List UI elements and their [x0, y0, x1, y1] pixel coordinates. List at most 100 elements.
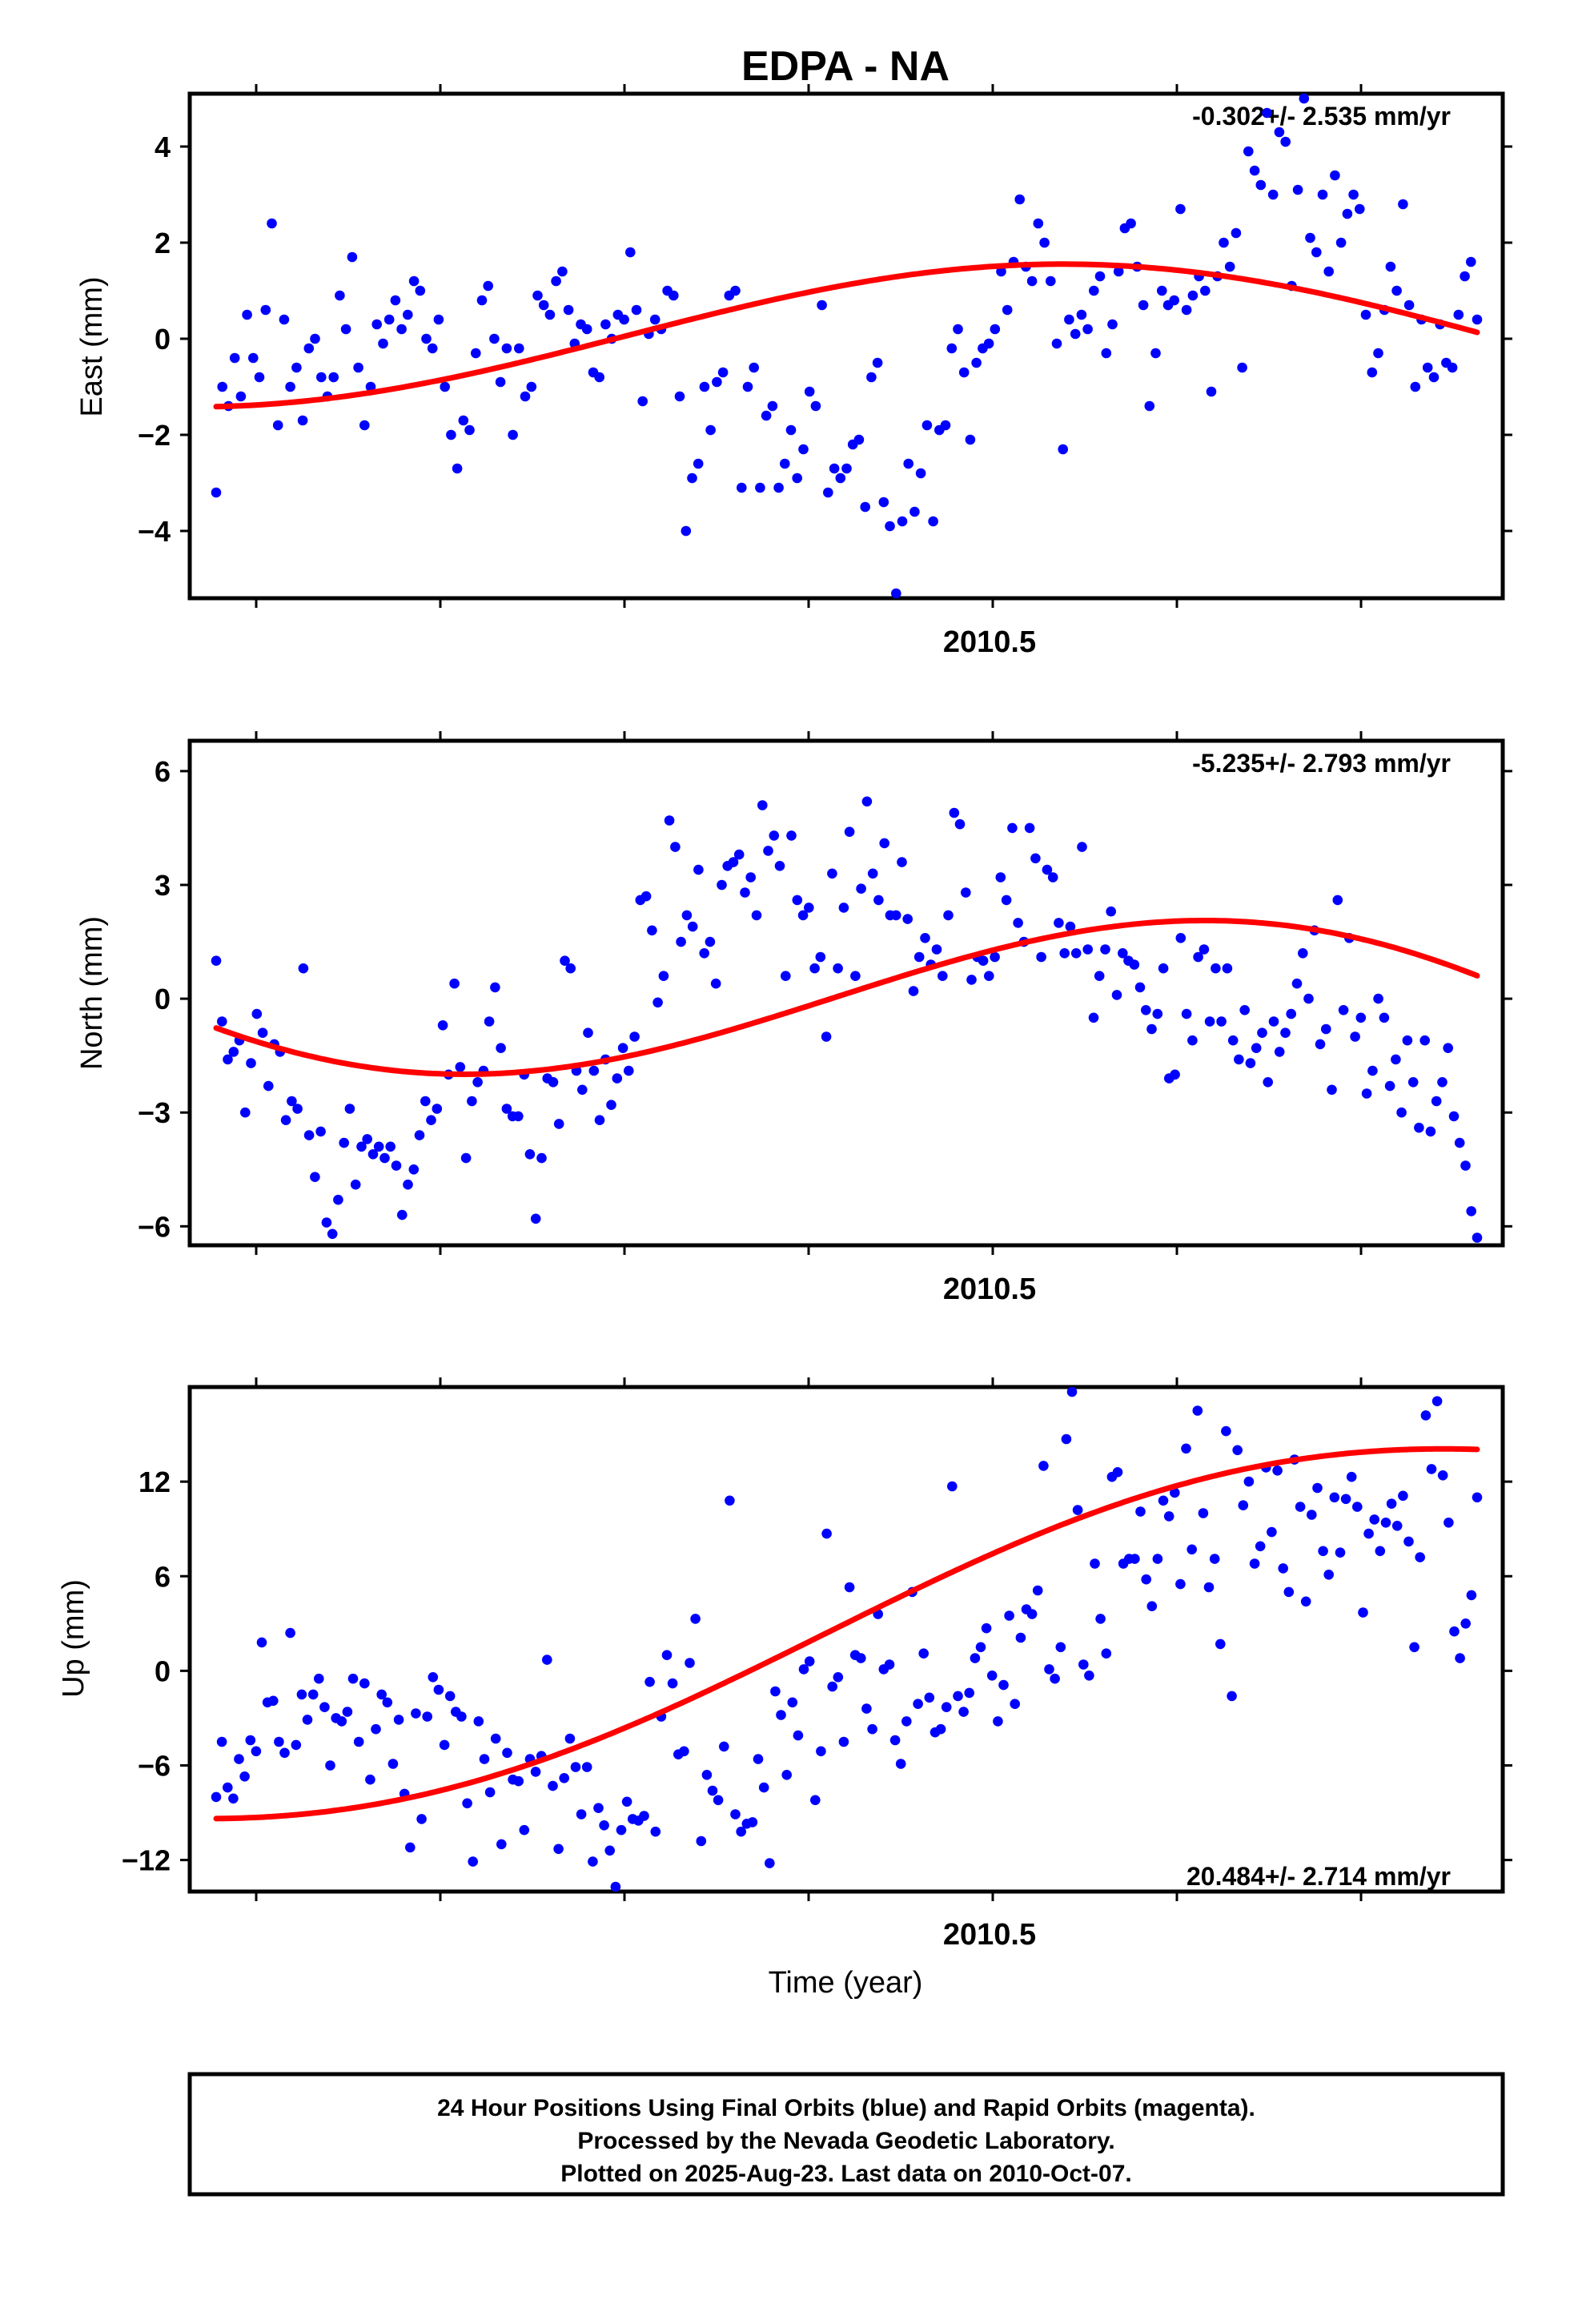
- east-data-point: [1255, 179, 1267, 191]
- east-data-point: [544, 309, 556, 320]
- north-data-point: [1187, 1035, 1198, 1046]
- east-data-point: [471, 348, 481, 359]
- north-data-point: [1088, 1012, 1099, 1023]
- north-data-point: [1419, 1035, 1430, 1046]
- north-data-point: [408, 1164, 420, 1175]
- up-data-point: [479, 1754, 490, 1764]
- east-data-point: [712, 376, 722, 388]
- up-data-point: [1175, 1578, 1186, 1590]
- east-data-point: [674, 391, 685, 402]
- north-data-point: [1268, 1016, 1279, 1027]
- up-data-point: [810, 1795, 821, 1806]
- east-data-point: [1051, 338, 1062, 349]
- east-data-point: [235, 391, 247, 402]
- up-data-point: [1249, 1558, 1260, 1569]
- north-data-point: [1065, 921, 1076, 932]
- east-data-point: [649, 314, 661, 325]
- east-data-point: [1249, 165, 1260, 176]
- up-data-point: [1181, 1443, 1191, 1454]
- up-data-point: [895, 1759, 906, 1769]
- up-data-point: [1238, 1500, 1249, 1510]
- north-data-point: [809, 963, 820, 974]
- north-data-point: [420, 1096, 431, 1107]
- up-data-point: [256, 1637, 267, 1648]
- north-data-point: [647, 925, 657, 936]
- east-data-point: [581, 324, 592, 335]
- east-data-point: [681, 525, 692, 537]
- up-data-point: [1055, 1642, 1066, 1653]
- north-data-point: [1118, 948, 1128, 959]
- up-data-point: [838, 1736, 849, 1747]
- east-data-point: [866, 372, 877, 383]
- east-fit-line: [213, 261, 1480, 410]
- up-data-point: [604, 1845, 615, 1856]
- east-data-point: [909, 506, 920, 517]
- east-data-point: [371, 319, 383, 330]
- up-data-point: [1375, 1546, 1386, 1557]
- up-data-point: [770, 1686, 781, 1697]
- north-data-point: [728, 857, 739, 867]
- north-data-point: [1222, 963, 1233, 974]
- north-data-point: [211, 955, 222, 966]
- up-data-point: [935, 1723, 946, 1735]
- north-data-point: [530, 1213, 541, 1224]
- up-data-point: [867, 1723, 877, 1735]
- east-data-point: [1219, 237, 1229, 248]
- east-data-point: [1367, 367, 1378, 378]
- up-data-point: [947, 1481, 958, 1492]
- north-data-point: [1291, 978, 1303, 989]
- up-data-point: [713, 1795, 724, 1806]
- up-data-point: [816, 1746, 826, 1757]
- east-data-point: [297, 415, 308, 426]
- north-data-point: [1321, 1023, 1331, 1035]
- up-data-point: [456, 1711, 467, 1722]
- north-data-point: [460, 1152, 472, 1164]
- north-y-tick-label: −6: [138, 1210, 171, 1243]
- up-data-point: [325, 1760, 335, 1771]
- up-data-point: [1312, 1482, 1323, 1494]
- time-x-axis-label: Time (year): [769, 1966, 923, 2000]
- up-data-point: [1329, 1492, 1340, 1503]
- up-data-point: [1152, 1554, 1163, 1564]
- up-data-point: [387, 1759, 399, 1769]
- up-data-point: [679, 1746, 689, 1757]
- up-data-point: [844, 1582, 855, 1593]
- north-data-point: [321, 1217, 332, 1228]
- up-data-point: [347, 1673, 359, 1684]
- east-data-point: [551, 275, 561, 287]
- north-plot: 6 3 0 −3 −6: [138, 731, 1512, 1255]
- north-data-point: [978, 955, 989, 966]
- east-data-point: [594, 372, 604, 383]
- east-data-point: [1292, 184, 1303, 195]
- north-data-point: [1280, 1027, 1291, 1038]
- east-data-point: [1323, 266, 1334, 277]
- east-data-point: [1070, 328, 1081, 340]
- up-data-point: [1010, 1699, 1020, 1709]
- up-data-point: [342, 1707, 353, 1717]
- up-data-point: [644, 1676, 655, 1687]
- up-data-point: [1130, 1554, 1140, 1564]
- up-data-point: [758, 1782, 769, 1793]
- north-data-point: [670, 842, 681, 852]
- north-data-point: [1111, 990, 1122, 1000]
- north-y-tick-label: 6: [155, 755, 171, 788]
- east-data-point: [737, 482, 747, 493]
- east-data-point: [1460, 271, 1470, 282]
- north-data-point: [588, 1065, 600, 1076]
- up-y-tick-label: −12: [122, 1844, 171, 1877]
- up-data-point: [371, 1723, 381, 1735]
- north-data-point: [426, 1115, 436, 1125]
- up-data-point: [753, 1754, 764, 1764]
- east-data-point: [1385, 261, 1396, 272]
- east-data-point: [359, 420, 370, 431]
- north-data-point: [490, 982, 500, 993]
- east-y-tick-label: −2: [138, 419, 171, 452]
- east-data-point: [749, 362, 759, 373]
- east-data-point: [427, 343, 438, 354]
- east-data-point: [835, 472, 846, 484]
- east-data-point: [1144, 400, 1155, 412]
- east-data-point: [1330, 170, 1340, 181]
- north-data-point: [1437, 1077, 1447, 1088]
- up-data-point: [981, 1622, 992, 1634]
- up-data-point: [245, 1735, 256, 1746]
